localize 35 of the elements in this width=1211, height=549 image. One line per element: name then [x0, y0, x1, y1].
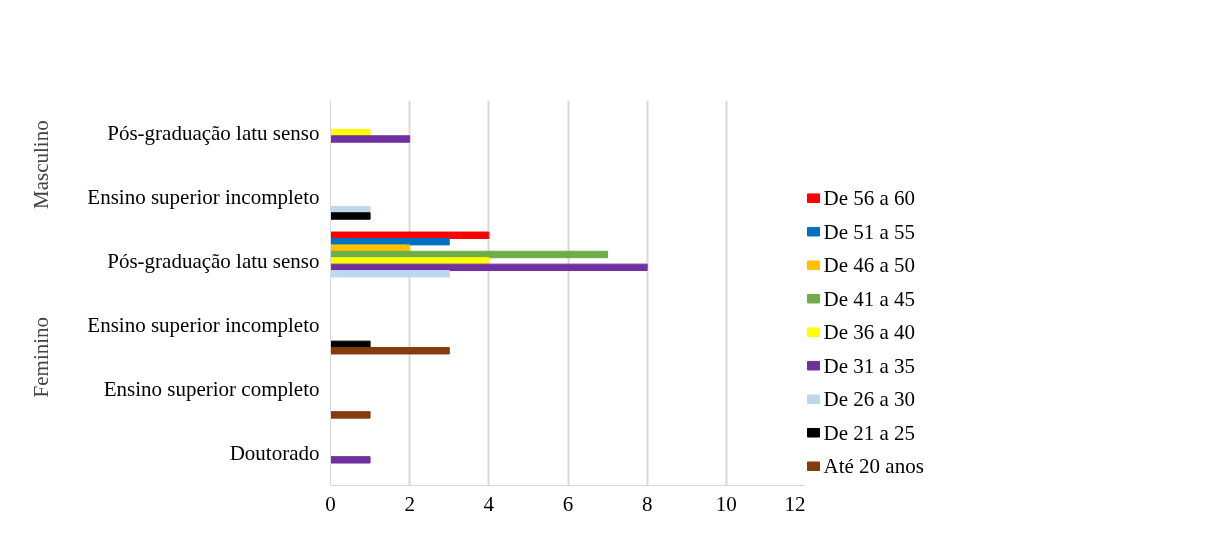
- bar: [330, 231, 490, 239]
- y-tick-label: Ensino superior incompleto: [87, 184, 320, 209]
- x-tick-label: 10: [715, 491, 737, 516]
- bar: [330, 411, 371, 419]
- y-tick-label: Doutorado: [229, 441, 320, 466]
- legend-label: De 21 a 25: [823, 420, 916, 445]
- bar: [330, 244, 411, 252]
- legend-label: De 26 a 30: [823, 387, 916, 412]
- bar: [330, 212, 371, 220]
- bar: [330, 347, 450, 355]
- bar: [330, 135, 411, 143]
- y-tick-label: Ensino superior incompleto: [87, 313, 320, 338]
- y-tick-label: Ensino superior completo: [103, 377, 320, 402]
- bar: [330, 263, 648, 272]
- bar: [330, 340, 371, 349]
- bar: [330, 270, 450, 278]
- x-tick-label: 6: [562, 491, 574, 516]
- x-tick-label: 12: [784, 491, 806, 516]
- y-tick-label: Pós-graduação latu senso: [107, 248, 320, 273]
- bar: [330, 456, 371, 464]
- legend-label: De 41 a 45: [823, 286, 916, 311]
- text: Feminino: [29, 316, 54, 398]
- y-tick-label: Pós-graduação latu senso: [107, 120, 320, 145]
- legend-label: De 56 a 60: [823, 186, 916, 211]
- x-tick-label: 0: [325, 491, 336, 516]
- legend-label: Até 20 anos: [823, 454, 924, 479]
- x-tick-label: 4: [483, 491, 495, 516]
- legend-label: De 51 a 55: [823, 219, 916, 244]
- text: Masculino: [29, 120, 54, 209]
- legend-label: De 36 a 40: [823, 320, 916, 345]
- x-tick-label: 2: [404, 491, 415, 516]
- x-tick-label: 8: [641, 491, 653, 516]
- bar: [330, 237, 450, 246]
- legend-label: De 46 a 50: [823, 253, 916, 278]
- legend-label: De 31 a 35: [823, 353, 916, 378]
